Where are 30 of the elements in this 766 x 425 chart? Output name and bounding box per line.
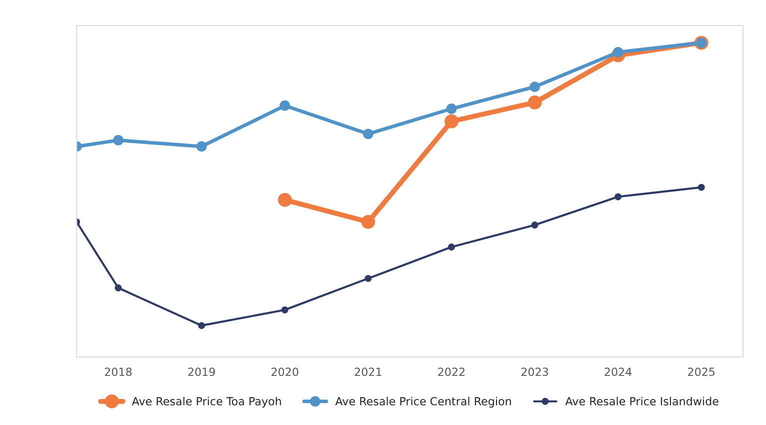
point xyxy=(530,82,540,92)
point xyxy=(364,274,372,282)
point xyxy=(280,100,290,111)
x-tick-label: 2022 xyxy=(438,368,464,376)
point xyxy=(614,193,622,200)
x-tick-label: 2025 xyxy=(688,368,715,376)
point xyxy=(361,214,376,229)
point xyxy=(281,306,288,314)
x-tick-label: 2018 xyxy=(104,368,132,376)
point xyxy=(698,184,705,191)
point xyxy=(362,128,374,140)
point xyxy=(113,134,124,146)
x-tick-label: 2019 xyxy=(188,368,215,376)
legend-label: Ave Resale Price Islandwide xyxy=(565,396,718,406)
point xyxy=(448,244,455,250)
point xyxy=(612,47,624,58)
x-tick-label: 2021 xyxy=(354,368,382,376)
point xyxy=(528,96,542,110)
legend-label: Ave Resale Price Toa Payoh xyxy=(132,396,281,408)
point xyxy=(278,192,292,207)
point xyxy=(531,222,538,228)
point xyxy=(198,322,206,330)
point xyxy=(196,141,207,152)
point xyxy=(444,114,458,128)
point xyxy=(446,104,457,114)
x-tick-label: 2023 xyxy=(521,368,548,376)
x-tick-label: 2024 xyxy=(604,368,632,376)
point xyxy=(114,284,122,292)
legend-label: Ave Resale Price Central Region xyxy=(335,396,511,408)
x-tick-label: 2020 xyxy=(272,368,298,376)
